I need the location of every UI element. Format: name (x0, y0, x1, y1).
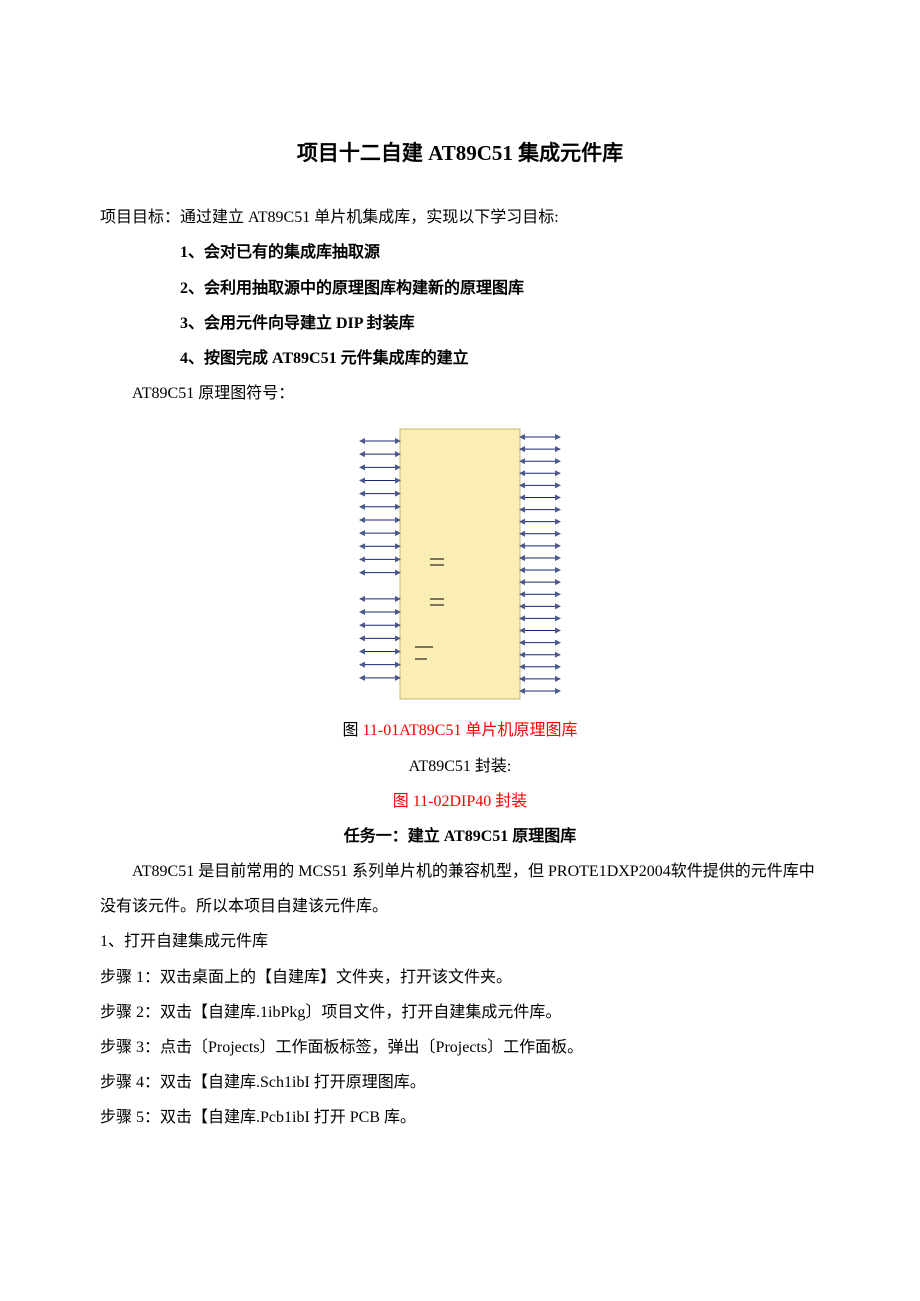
schematic-diagram (100, 419, 820, 709)
goal-item-2: 2、会利用抽取源中的原理图库构建新的原理图库 (100, 271, 820, 306)
goal-item-1: 1、会对已有的集成库抽取源 (100, 235, 820, 270)
step-3: 步骤 3：点击〔Projects〕工作面板标签，弹出〔Projects〕工作面板… (100, 1030, 820, 1065)
goal-item-4: 4、按图完成 AT89C51 元件集成库的建立 (100, 341, 820, 376)
section-1-heading: 1、打开自建集成元件库 (100, 924, 820, 959)
figure-2-caption: 图 11-02DIP40 封装 (100, 784, 820, 819)
step-5: 步骤 5：双击【自建库.Pcb1ibI 打开 PCB 库。 (100, 1100, 820, 1135)
page-title: 项目十二自建 AT89C51 集成元件库 (100, 130, 820, 176)
schematic-diagram-svg (345, 419, 575, 709)
task-1-title: 任务一：建立 AT89C51 原理图库 (100, 819, 820, 854)
figure-1-prefix: 图 (343, 722, 363, 739)
document-page: 项目十二自建 AT89C51 集成元件库 项目目标：通过建立 AT89C51 单… (0, 0, 920, 1301)
figure-1-red: 11-01AT89C51 单片机原理图库 (363, 722, 578, 739)
package-label: AT89C51 封装: (100, 749, 820, 784)
figure-1-caption: 图 11-01AT89C51 单片机原理图库 (100, 713, 820, 748)
task-1-paragraph: AT89C51 是目前常用的 MCS51 系列单片机的兼容机型，但 PROTE1… (100, 854, 820, 924)
step-2: 步骤 2：双击【自建库.1ibPkg〕项目文件，打开自建集成元件库。 (100, 995, 820, 1030)
goal-item-3: 3、会用元件向导建立 DIP 封装库 (100, 306, 820, 341)
schematic-symbol-label: AT89C51 原理图符号： (100, 376, 820, 411)
goal-line: 项目目标：通过建立 AT89C51 单片机集成库，实现以下学习目标: (100, 200, 820, 235)
step-1: 步骤 1：双击桌面上的【自建库】文件夹，打开该文件夹。 (100, 960, 820, 995)
step-4: 步骤 4：双击【自建库.Sch1ibI 打开原理图库。 (100, 1065, 820, 1100)
